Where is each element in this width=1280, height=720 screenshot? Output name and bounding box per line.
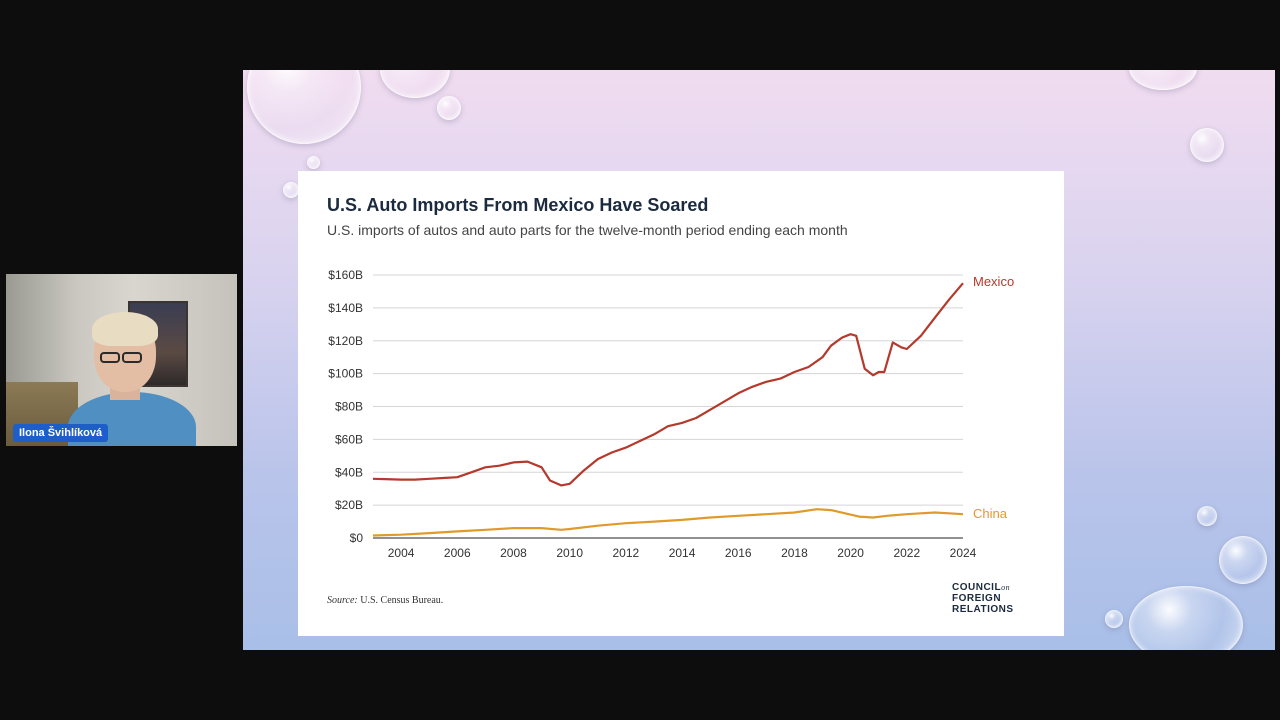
- y-tick-label: $0: [350, 531, 364, 545]
- x-tick-label: 2018: [781, 546, 808, 560]
- bubble-decoration: [1129, 586, 1243, 650]
- bubble-decoration: [380, 70, 450, 98]
- y-tick-label: $100B: [328, 367, 363, 381]
- bubble-decoration: [1219, 536, 1267, 584]
- logo-line1: COUNCIL: [952, 582, 1002, 593]
- presentation-slide: U.S. Auto Imports From Mexico Have Soare…: [243, 70, 1275, 650]
- x-tick-label: 2022: [893, 546, 920, 560]
- line-chart: $0 $20B $40B $60B $80B $100B $120B $140B $160B 20…: [328, 268, 1014, 560]
- participant-name-tag: Ilona Švihlíková: [13, 424, 109, 442]
- y-tick-label: $140B: [328, 301, 363, 315]
- participant-video-tile[interactable]: Ilona Švihlíková: [6, 274, 237, 446]
- bubble-decoration: [1197, 506, 1217, 526]
- chart-card: U.S. Auto Imports From Mexico Have Soare…: [298, 171, 1064, 636]
- glasses-icon: [100, 350, 150, 363]
- bubble-decoration: [1129, 70, 1197, 90]
- bubble-decoration: [247, 70, 361, 144]
- x-tick-label: 2014: [669, 546, 696, 560]
- logo-line3: RELATIONS: [952, 604, 1014, 615]
- participant-hair: [92, 312, 158, 346]
- x-tick-label: 2024: [950, 546, 977, 560]
- x-tick-label: 2006: [444, 546, 471, 560]
- x-tick-label: 2020: [837, 546, 864, 560]
- source-label: Source:: [327, 595, 358, 606]
- x-tick-label: 2004: [388, 546, 415, 560]
- series-line-china: [372, 508, 964, 537]
- chart-title: U.S. Auto Imports From Mexico Have Soare…: [327, 195, 709, 215]
- x-tick-label: 2008: [500, 546, 527, 560]
- series-label-mexico: Mexico: [973, 274, 1014, 289]
- y-tick-label: $60B: [335, 432, 363, 446]
- y-tick-label: $120B: [328, 334, 363, 348]
- y-tick-label: $20B: [335, 498, 363, 512]
- x-tick-label: 2010: [556, 546, 583, 560]
- source-text: U.S. Census Bureau.: [357, 595, 444, 606]
- source-note: Source: U.S. Census Bureau.: [327, 595, 443, 606]
- bubble-decoration: [1190, 128, 1224, 162]
- y-tick-label: $40B: [335, 465, 363, 479]
- x-tick-label: 2016: [725, 546, 752, 560]
- chart-subtitle: U.S. imports of autos and auto parts for…: [327, 222, 848, 238]
- series-line-mexico: [372, 282, 964, 487]
- y-tick-label: $80B: [335, 400, 363, 414]
- y-tick-label: $160B: [328, 268, 363, 282]
- bubble-decoration: [437, 96, 461, 120]
- logo-on: on: [1001, 583, 1011, 592]
- series-label-china: China: [973, 506, 1008, 521]
- bubble-decoration: [1105, 610, 1123, 628]
- bubble-decoration: [283, 182, 299, 198]
- bubble-decoration: [307, 156, 320, 169]
- logo-line2: FOREIGN: [952, 593, 1002, 604]
- x-tick-label: 2012: [613, 546, 640, 560]
- cfr-logo: COUNCILon FOREIGN RELATIONS: [952, 582, 1014, 615]
